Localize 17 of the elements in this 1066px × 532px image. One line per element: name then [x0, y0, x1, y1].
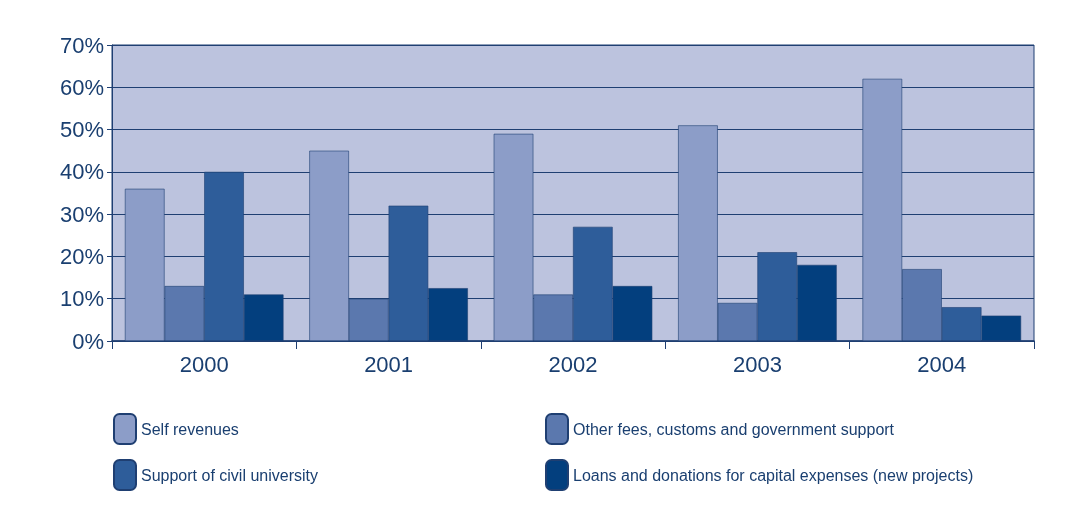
y-tick-label: 10% — [59, 286, 104, 312]
legend-label: Loans and donations for capital expenses (new projects) — [573, 466, 974, 484]
y-tick-label: 20% — [59, 243, 104, 269]
legend-label: Self revenues — [141, 420, 239, 438]
y-tick-label: 0% — [72, 328, 104, 354]
x-tick-label: 2000 — [179, 351, 229, 377]
x-tick-label: 2003 — [732, 351, 782, 377]
x-tick-label: 2004 — [917, 351, 967, 377]
y-tick-label: 30% — [59, 201, 104, 227]
legend-label: Support of civil university — [141, 466, 318, 484]
legend-label: Other fees, customs and government support — [573, 420, 895, 438]
y-tick-label: 60% — [59, 74, 104, 100]
y-tick-label: 40% — [59, 159, 104, 185]
x-tick-label: 2002 — [548, 351, 598, 377]
y-tick-label: 50% — [59, 117, 104, 143]
x-tick-label: 2001 — [364, 351, 414, 377]
y-tick-label: 70% — [59, 32, 104, 58]
